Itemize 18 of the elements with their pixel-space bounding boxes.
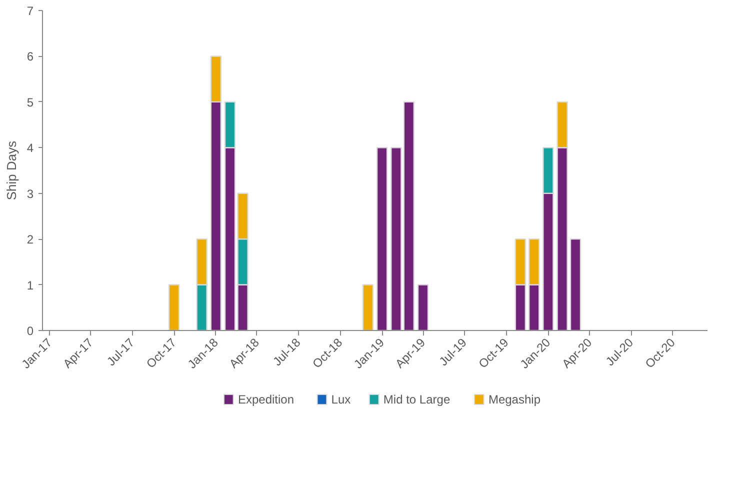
legend-label: Mid to Large [383,392,450,406]
bar [570,238,582,330]
y-tick-label: 4 [26,141,34,156]
y-tick-label: 7 [26,4,34,18]
y-tick-label: 5 [26,95,34,110]
y-tick-label: 1 [26,278,34,292]
y-tick-label: 3 [26,186,34,201]
y-tick-label: 0 [26,324,34,338]
bar [362,284,374,330]
y-tick-label: 6 [26,50,34,64]
legend-label: Expedition [238,392,294,406]
bar [168,284,180,330]
y-tick-label: 2 [26,232,34,247]
legend-label: Megaship [488,392,541,406]
bar [417,284,429,330]
y-axis-title: Ship Days [4,140,19,200]
bar [376,147,388,330]
legend-label: Lux [331,392,351,406]
